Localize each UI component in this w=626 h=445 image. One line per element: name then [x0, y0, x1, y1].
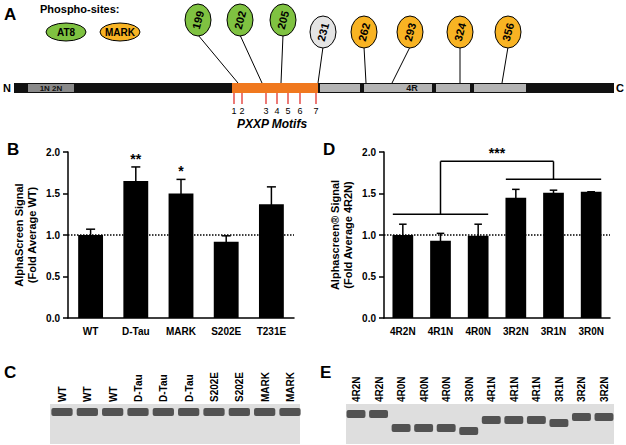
svg-text:AT8: AT8 [57, 27, 76, 38]
svg-text:199: 199 [190, 10, 206, 31]
svg-text:3R2N: 3R2N [599, 376, 610, 402]
svg-text:S202E: S202E [211, 326, 241, 337]
svg-text:3R1N: 3R1N [554, 376, 565, 402]
svg-text:1.5: 1.5 [46, 188, 60, 199]
svg-text:3R0N: 3R0N [578, 326, 604, 337]
svg-text:3R2N: 3R2N [503, 326, 529, 337]
svg-text:0.0: 0.0 [362, 313, 376, 324]
svg-text:S202E: S202E [209, 372, 220, 402]
svg-text:Alphascreen® Signal: Alphascreen® Signal [329, 180, 341, 290]
svg-text:4R0N: 4R0N [419, 376, 430, 402]
svg-text:4R0N: 4R0N [441, 376, 452, 402]
svg-text:MARK: MARK [105, 27, 136, 38]
svg-text:4: 4 [274, 106, 279, 116]
svg-text:D: D [323, 140, 335, 159]
svg-text:A: A [4, 5, 16, 24]
svg-text:**: ** [130, 151, 141, 167]
svg-text:(Fold Average 4R2N): (Fold Average 4R2N) [342, 181, 354, 289]
svg-text:T231E: T231E [257, 326, 287, 337]
svg-text:WT: WT [83, 326, 99, 337]
svg-text:S202E: S202E [234, 372, 245, 402]
svg-text:356: 356 [500, 22, 516, 43]
svg-text:WT: WT [82, 386, 93, 402]
svg-text:C: C [4, 363, 16, 382]
svg-text:MARK: MARK [166, 326, 197, 337]
svg-text:4R1N: 4R1N [531, 376, 542, 402]
svg-text:2: 2 [239, 106, 244, 116]
svg-text:PXXP Motifs: PXXP Motifs [237, 117, 308, 131]
svg-text:E: E [320, 363, 331, 382]
svg-text:D-Tau: D-Tau [122, 326, 150, 337]
svg-text:4R1N: 4R1N [428, 326, 454, 337]
svg-text:0.5: 0.5 [362, 271, 376, 282]
svg-text:5: 5 [285, 106, 290, 116]
svg-text:D-Tau: D-Tau [133, 374, 144, 402]
svg-text:(Fold Average WT): (Fold Average WT) [26, 186, 38, 283]
svg-text:3: 3 [263, 106, 268, 116]
svg-text:MARK: MARK [260, 371, 271, 402]
svg-text:4R0N: 4R0N [465, 326, 491, 337]
svg-text:2.0: 2.0 [46, 147, 60, 158]
svg-text:4R2N: 4R2N [374, 376, 385, 402]
svg-text:3R2N: 3R2N [576, 376, 587, 402]
svg-text:293: 293 [402, 22, 418, 43]
svg-text:231: 231 [315, 22, 331, 43]
svg-text:1.0: 1.0 [46, 230, 60, 241]
svg-text:205: 205 [275, 10, 291, 31]
svg-text:WT: WT [57, 386, 68, 402]
svg-text:324: 324 [452, 21, 469, 43]
svg-text:WT: WT [108, 386, 119, 402]
svg-text:0.0: 0.0 [46, 313, 60, 324]
svg-text:1.0: 1.0 [362, 230, 376, 241]
svg-text:N: N [3, 82, 11, 94]
svg-text:D-Tau: D-Tau [158, 374, 169, 402]
svg-text:262: 262 [356, 22, 372, 43]
svg-text:4R1N: 4R1N [486, 376, 497, 402]
svg-text:***: *** [489, 145, 506, 161]
svg-text:2.0: 2.0 [362, 147, 376, 158]
svg-text:MARK: MARK [285, 371, 296, 402]
svg-text:*: * [178, 163, 184, 179]
svg-text:1: 1 [231, 106, 236, 116]
svg-text:D-Tau: D-Tau [184, 374, 195, 402]
svg-text:1.5: 1.5 [362, 188, 376, 199]
svg-text:7: 7 [313, 106, 318, 116]
svg-text:6: 6 [297, 106, 302, 116]
svg-text:AlphaScreen Signal: AlphaScreen Signal [13, 183, 25, 286]
svg-text:4R0N: 4R0N [396, 376, 407, 402]
svg-text:4R2N: 4R2N [390, 326, 416, 337]
svg-text:3R0N: 3R0N [464, 376, 475, 402]
svg-text:4R2N: 4R2N [351, 376, 362, 402]
svg-text:0.5: 0.5 [46, 271, 60, 282]
svg-text:B: B [7, 140, 19, 159]
svg-text:C: C [616, 82, 624, 94]
svg-text:202: 202 [232, 10, 248, 31]
svg-text:4R1N: 4R1N [509, 376, 520, 402]
svg-text:3R1N: 3R1N [541, 326, 567, 337]
svg-text:4R: 4R [406, 83, 418, 93]
svg-text:Phospho-sites:: Phospho-sites: [40, 3, 119, 15]
svg-text:1N 2N: 1N 2N [40, 84, 63, 93]
